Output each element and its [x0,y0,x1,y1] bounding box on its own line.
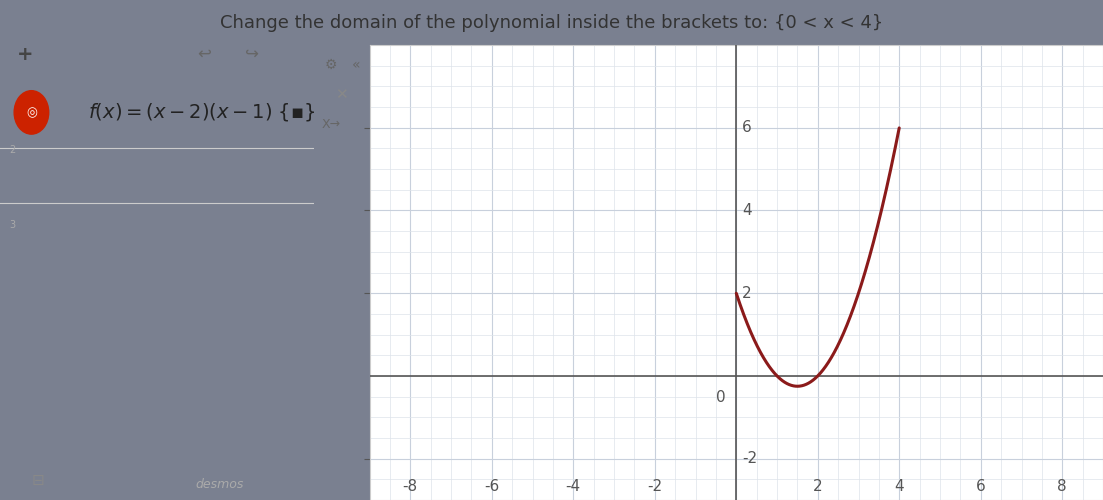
Text: 2: 2 [9,145,15,155]
Text: 3: 3 [9,220,15,230]
Text: 6: 6 [742,120,752,135]
Text: ⚙: ⚙ [324,58,338,72]
Text: 2: 2 [742,286,752,300]
Text: «: « [352,58,360,72]
Text: -8: -8 [403,479,418,494]
Text: 6: 6 [976,479,986,494]
Text: ↪: ↪ [245,45,258,63]
Text: -2: -2 [742,451,758,466]
Text: -6: -6 [484,479,500,494]
Text: desmos: desmos [196,478,244,490]
Text: ⊟: ⊟ [31,472,44,488]
Text: $f(x)=(x-2)(x-1)$ {▪}: $f(x)=(x-2)(x-1)$ {▪} [88,102,315,124]
Text: 8: 8 [1058,479,1067,494]
Text: 0: 0 [717,390,726,406]
Text: Change the domain of the polynomial inside the brackets to: {0 < x < 4}: Change the domain of the polynomial insi… [219,14,884,32]
Circle shape [14,90,49,134]
Text: -2: -2 [647,479,662,494]
Text: ↩: ↩ [197,45,212,63]
Text: 4: 4 [742,203,752,218]
Text: X→: X→ [321,118,341,130]
Text: -4: -4 [566,479,581,494]
Text: ✕: ✕ [335,87,349,102]
Text: 2: 2 [813,479,823,494]
Text: ◎: ◎ [26,106,36,119]
Text: 4: 4 [895,479,904,494]
Text: +: + [17,46,33,64]
